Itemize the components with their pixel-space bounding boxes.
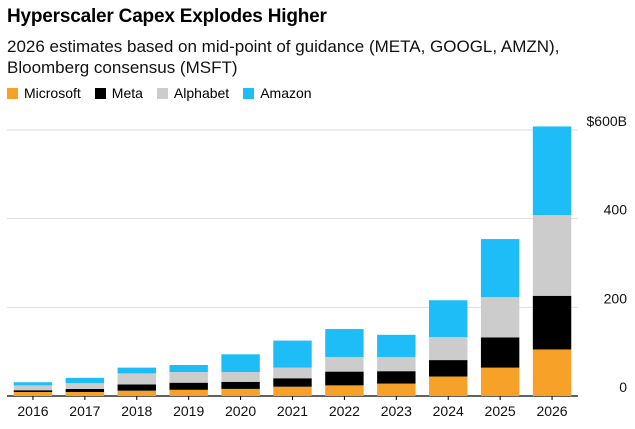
- bar-segment-amazon-2018: [117, 367, 156, 374]
- bar-segment-microsoft-2019: [169, 389, 208, 396]
- x-tick-label: 2020: [225, 403, 256, 419]
- legend: Microsoft Meta Alphabet Amazon: [7, 85, 312, 101]
- y-tick-label: 0: [619, 379, 627, 395]
- chart-title: Hyperscaler Capex Explodes Higher: [7, 6, 327, 27]
- bar-segment-alphabet-2023: [377, 356, 416, 372]
- bar-segment-meta-2020: [221, 381, 260, 389]
- bar-segment-microsoft-2017: [65, 392, 105, 396]
- legend-swatch-amazon: [243, 87, 255, 99]
- bar-segment-amazon-2020: [221, 354, 260, 373]
- x-tick-label: 2023: [381, 403, 412, 419]
- bar-segment-alphabet-2026: [532, 215, 572, 296]
- bar-segment-meta-2018: [117, 384, 156, 391]
- y-tick-label: $600B: [587, 113, 627, 129]
- bar-segment-amazon-2019: [169, 364, 208, 373]
- legend-item-meta: Meta: [94, 85, 143, 101]
- legend-item-amazon: Amazon: [243, 85, 312, 101]
- x-tick-label: 2021: [277, 403, 308, 419]
- bar-segment-amazon-2023: [377, 334, 416, 357]
- legend-label-alphabet: Alphabet: [173, 85, 230, 101]
- legend-swatch-meta: [94, 87, 106, 99]
- bar-segment-microsoft-2016: [13, 392, 53, 396]
- y-tick-label: 400: [604, 202, 628, 218]
- bar-segment-alphabet-2022: [325, 356, 364, 372]
- legend-swatch-microsoft: [7, 87, 18, 99]
- bar-segment-amazon-2016: [13, 382, 53, 386]
- x-tick-label: 2019: [173, 403, 204, 419]
- bar-segment-microsoft-2026: [532, 349, 572, 396]
- legend-label-microsoft: Microsoft: [24, 85, 81, 101]
- y-tick-label: 200: [604, 290, 628, 306]
- bar-segment-meta-2021: [273, 378, 312, 387]
- legend-label-meta: Meta: [111, 85, 143, 101]
- bar-segment-amazon-2021: [273, 340, 312, 368]
- bar-segment-alphabet-2018: [117, 373, 156, 385]
- legend-label-amazon: Amazon: [260, 85, 312, 101]
- bar-segment-alphabet-2019: [169, 372, 208, 383]
- bar-segment-amazon-2017: [65, 377, 105, 384]
- bar-segment-meta-2026: [532, 295, 572, 350]
- bar-segment-alphabet-2025: [480, 297, 520, 338]
- bar-segment-microsoft-2025: [480, 367, 520, 396]
- bar-segment-microsoft-2021: [273, 386, 312, 396]
- legend-item-alphabet: Alphabet: [156, 85, 230, 101]
- bar-segment-microsoft-2024: [429, 376, 468, 396]
- bar-segment-microsoft-2018: [117, 390, 156, 396]
- bar-segment-amazon-2022: [325, 329, 364, 357]
- bar-segment-meta-2022: [325, 371, 364, 386]
- bar-segment-microsoft-2020: [221, 388, 260, 396]
- bar-segment-meta-2019: [169, 382, 208, 390]
- x-tick-label: 2016: [17, 403, 48, 419]
- bar-segment-microsoft-2023: [377, 383, 416, 396]
- x-tick-label: 2026: [536, 403, 567, 419]
- bar-segment-alphabet-2020: [221, 372, 260, 382]
- bar-segment-microsoft-2022: [325, 385, 364, 396]
- legend-item-microsoft: Microsoft: [7, 85, 81, 101]
- bar-segment-meta-2016: [13, 390, 53, 393]
- bar-segment-alphabet-2017: [65, 383, 105, 389]
- bar-segment-meta-2017: [65, 388, 105, 393]
- bar-segment-amazon-2026: [532, 126, 572, 216]
- chart-subtitle: 2026 estimates based on mid-point of gui…: [7, 37, 560, 77]
- x-tick-label: 2018: [121, 403, 152, 419]
- legend-swatch-alphabet: [156, 87, 168, 99]
- bar-segment-alphabet-2021: [273, 367, 312, 379]
- x-tick-label: 2017: [69, 403, 100, 419]
- bar-segment-amazon-2025: [480, 239, 520, 298]
- x-tick-label: 2022: [329, 403, 360, 419]
- x-tick-label: 2025: [485, 403, 516, 419]
- bar-segment-alphabet-2024: [429, 337, 468, 361]
- x-tick-label: 2024: [433, 403, 464, 419]
- bar-segment-amazon-2024: [429, 300, 468, 338]
- bar-segment-meta-2024: [429, 360, 468, 377]
- bar-segment-alphabet-2016: [13, 385, 53, 391]
- bar-segment-meta-2025: [480, 337, 520, 368]
- bar-segment-meta-2023: [377, 371, 416, 384]
